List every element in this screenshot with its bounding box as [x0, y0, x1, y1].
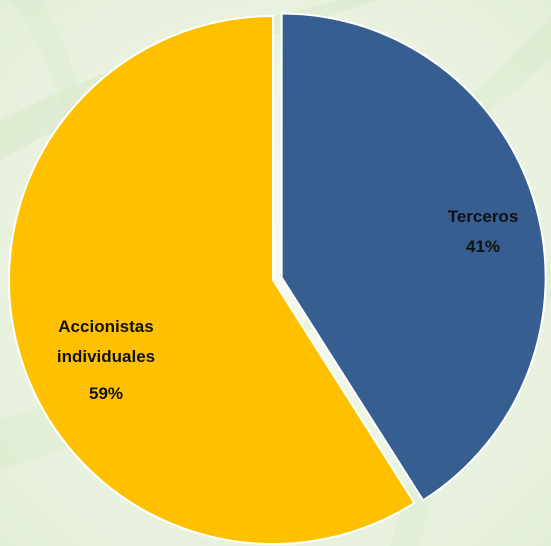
slice-label-terceros-value: 41%: [466, 237, 500, 256]
pie-slice-accionistas-individuales: [8, 14, 416, 545]
pie-slice-terceros: [280, 12, 547, 502]
slice-label-accionistas-value: 59%: [89, 384, 123, 403]
slice-label-terceros-name: Terceros: [448, 207, 519, 226]
pie-slices: [8, 12, 547, 545]
slice-label-accionistas-name-line1: Accionistas: [58, 317, 153, 336]
slice-label-accionistas-name-line2: individuales: [57, 347, 155, 366]
